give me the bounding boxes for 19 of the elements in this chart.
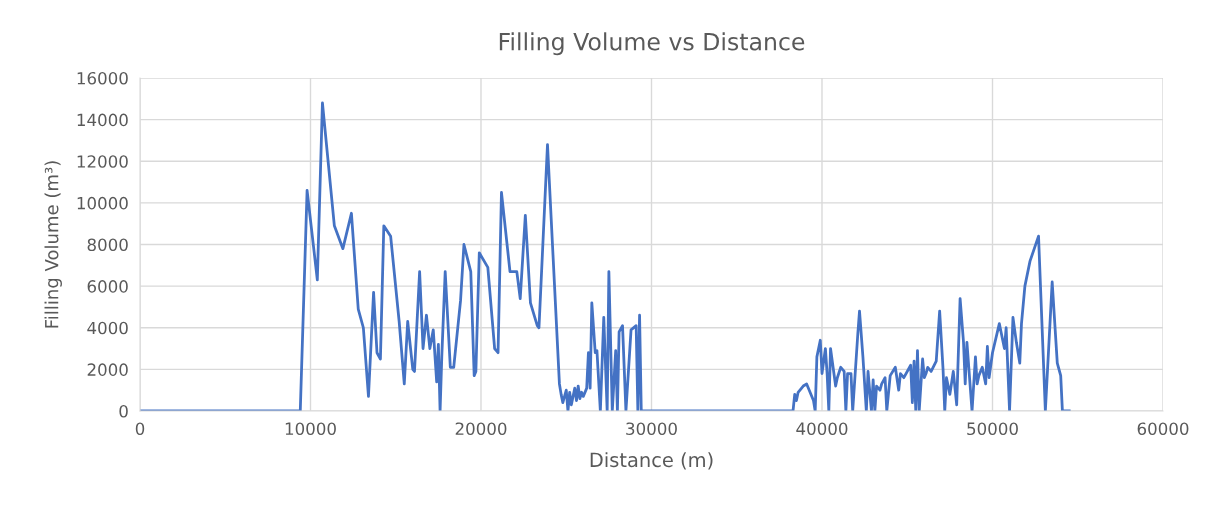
x-tick-label: 40000 — [796, 422, 848, 436]
y-tick-label: 0 — [119, 404, 128, 418]
x-tick-label: 10000 — [285, 422, 336, 436]
y-axis-title: Filling Volume (m³) — [44, 161, 62, 328]
y-tick-label: 8000 — [87, 238, 128, 252]
y-tick-label: 12000 — [77, 155, 128, 168]
y-tick-label: 2000 — [87, 363, 128, 376]
x-tick-label: 50000 — [967, 422, 1018, 436]
chart-title: Filling Volume vs Distance — [499, 32, 805, 56]
x-tick-label: 0 — [135, 422, 145, 436]
y-tick-label: 16000 — [77, 71, 128, 85]
x-axis-title: Distance (m) — [590, 452, 713, 470]
x-tick-label: 60000 — [1137, 422, 1189, 436]
y-tick-label: 10000 — [77, 196, 128, 210]
x-tick-label: 30000 — [626, 422, 677, 436]
y-tick-label: 6000 — [87, 280, 128, 293]
x-tick-label: 20000 — [455, 422, 507, 436]
y-tick-label: 4000 — [87, 321, 128, 335]
y-tick-label: 14000 — [77, 113, 128, 127]
